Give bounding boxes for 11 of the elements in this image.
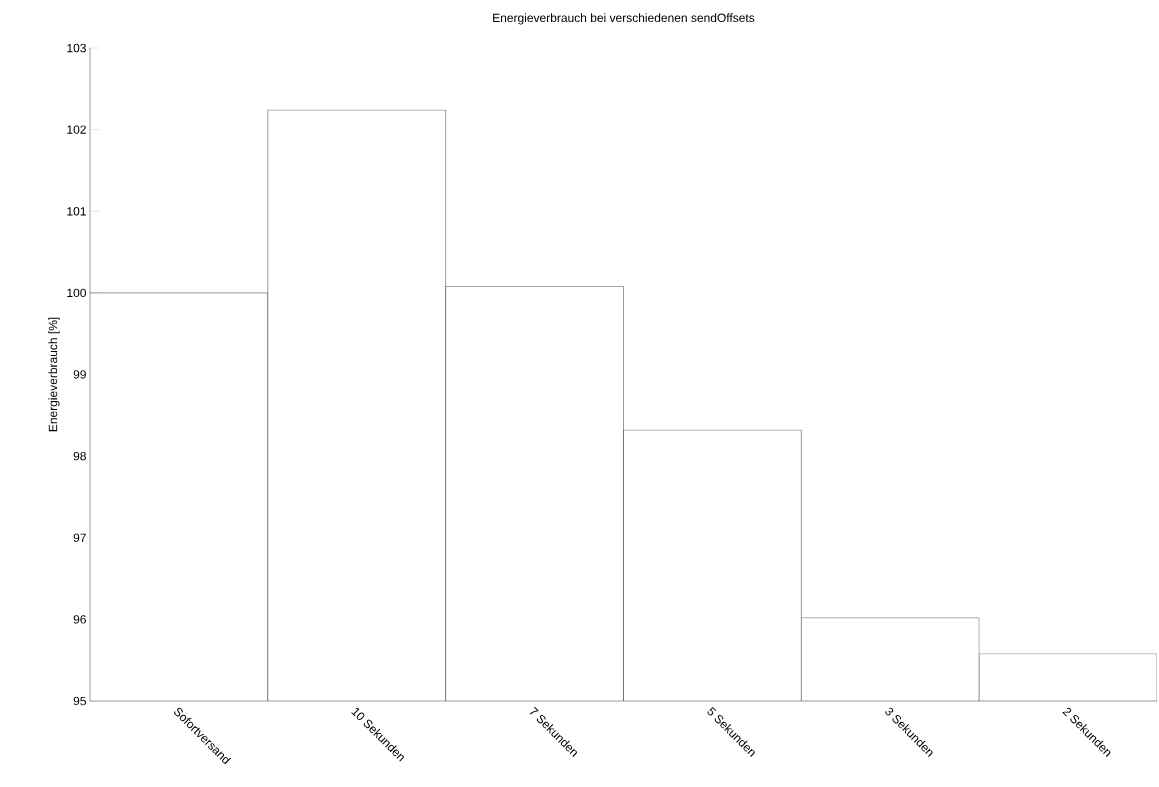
y-tick-label: 99 xyxy=(73,370,86,379)
y-tick-label: 98 xyxy=(73,451,86,461)
y-tick-label: 100 xyxy=(67,288,86,298)
y-tick-label: 102 xyxy=(67,125,86,134)
y-tick-label: 97 xyxy=(73,533,86,542)
y-tick-label: 103 xyxy=(67,43,86,53)
chart-title: Energieverbrauch bei verschiedenen sendOffsets xyxy=(493,13,755,25)
y-axis-title: Energieverbrauch [%] xyxy=(48,317,60,432)
y-tick-label: 96 xyxy=(73,615,86,624)
y-tick-label: 101 xyxy=(67,207,86,216)
y-tick-label: 95 xyxy=(73,696,86,706)
